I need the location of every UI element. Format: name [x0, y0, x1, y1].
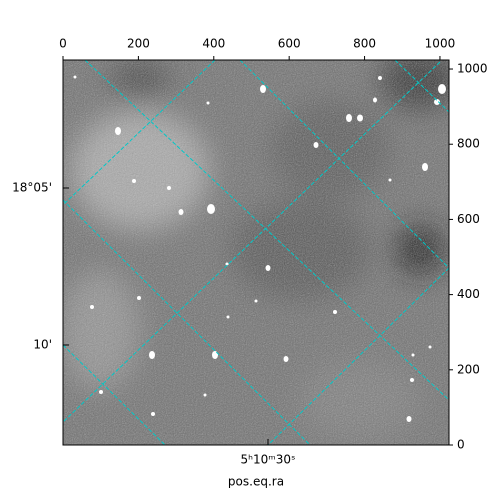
y-tick-label: 0 [457, 438, 465, 452]
y-tick-label: 1000 [457, 62, 488, 76]
coordinate-grid [63, 60, 449, 445]
plot-frame [62, 59, 450, 446]
y-tick-label: 600 [457, 212, 480, 226]
x-tick-label: 1000 [425, 37, 456, 51]
x-tick-label: 600 [278, 37, 301, 51]
x-tick-label: 400 [202, 37, 225, 51]
x-tick-label: 0 [59, 37, 67, 51]
y-tick-label: 200 [457, 362, 480, 376]
dec-tick-label: 18°05' [12, 181, 52, 195]
dec-tick-label: 10' [33, 338, 52, 352]
ra-tick-label: 5ʰ10ᵐ30ˢ [241, 453, 296, 467]
x-tick-label: 800 [353, 37, 376, 51]
sky-image [63, 60, 449, 445]
x-tick-label: 200 [127, 37, 150, 51]
y-tick-label: 800 [457, 137, 480, 151]
x-axis-label: pos.eq.ra [228, 475, 284, 489]
y-tick-label: 400 [457, 287, 480, 301]
wcs-ticks [63, 187, 269, 445]
